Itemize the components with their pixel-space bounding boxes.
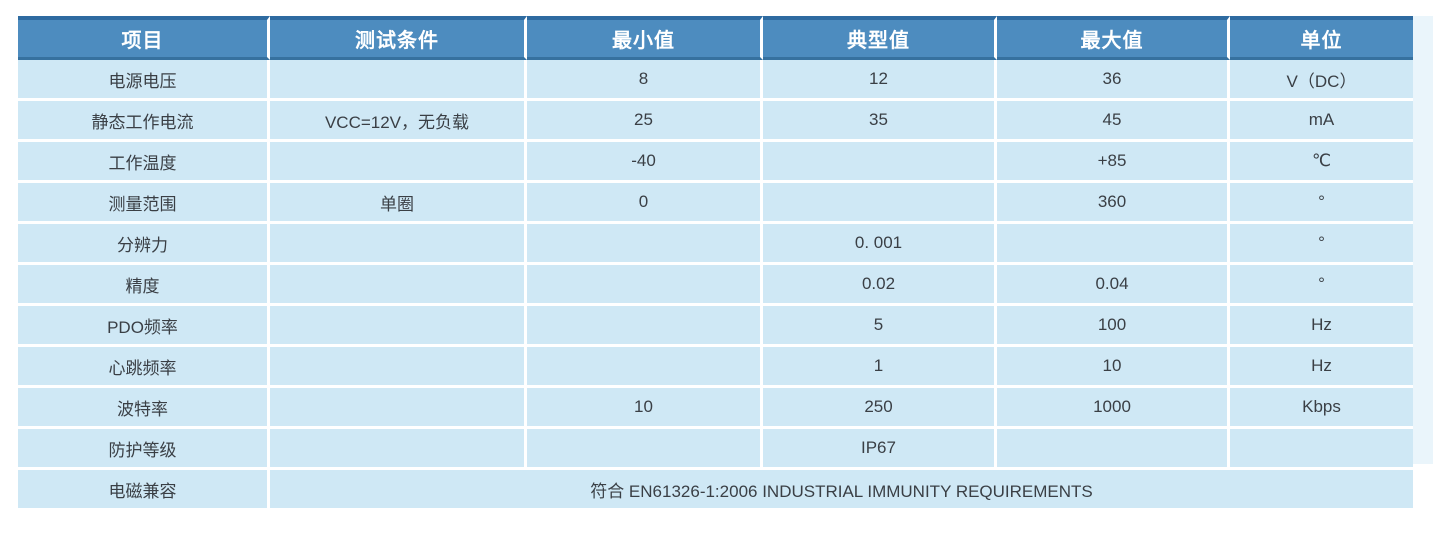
cell-item: 防护等级 (18, 429, 270, 470)
cell-max: +85 (997, 142, 1230, 183)
page-edge-shading (1412, 16, 1433, 464)
cell-typ: 12 (763, 60, 997, 101)
cell-typ: 0. 001 (763, 224, 997, 265)
table-row: 心跳频率 1 10 Hz (18, 347, 1413, 388)
cell-item: 静态工作电流 (18, 101, 270, 142)
cell-min (527, 265, 763, 306)
column-header-typ: 典型值 (763, 16, 997, 60)
cell-unit: V（DC） (1230, 60, 1413, 101)
cell-unit: ℃ (1230, 142, 1413, 183)
cell-typ: 5 (763, 306, 997, 347)
cell-max (997, 429, 1230, 470)
cell-max: 0.04 (997, 265, 1230, 306)
cell-condition (270, 429, 527, 470)
cell-max: 10 (997, 347, 1230, 388)
table-row: 静态工作电流 VCC=12V，无负载 25 35 45 mA (18, 101, 1413, 142)
column-header-unit: 单位 (1230, 16, 1413, 60)
cell-unit: Hz (1230, 306, 1413, 347)
cell-item: 测量范围 (18, 183, 270, 224)
cell-unit: Kbps (1230, 388, 1413, 429)
cell-typ: 250 (763, 388, 997, 429)
cell-min: 8 (527, 60, 763, 101)
cell-condition (270, 265, 527, 306)
cell-max: 36 (997, 60, 1230, 101)
cell-min: 10 (527, 388, 763, 429)
table-row: 工作温度 -40 +85 ℃ (18, 142, 1413, 183)
cell-typ: 35 (763, 101, 997, 142)
cell-item: 电源电压 (18, 60, 270, 101)
cell-typ: 0.02 (763, 265, 997, 306)
cell-item: 波特率 (18, 388, 270, 429)
cell-item: 电磁兼容 (18, 470, 270, 508)
table-row: 分辨力 0. 001 ° (18, 224, 1413, 265)
cell-condition (270, 60, 527, 101)
cell-unit: ° (1230, 224, 1413, 265)
cell-typ (763, 142, 997, 183)
cell-max: 100 (997, 306, 1230, 347)
cell-min: -40 (527, 142, 763, 183)
column-header-max: 最大值 (997, 16, 1230, 60)
header-row: 项目 测试条件 最小值 典型值 最大值 单位 (18, 16, 1413, 60)
cell-item: 精度 (18, 265, 270, 306)
column-header-item: 项目 (18, 16, 270, 60)
cell-unit: ° (1230, 183, 1413, 224)
table-row: 防护等级 IP67 (18, 429, 1413, 470)
cell-condition: 单圈 (270, 183, 527, 224)
table-row-emc: 电磁兼容 符合 EN61326-1:2006 INDUSTRIAL IMMUNI… (18, 470, 1413, 508)
cell-max: 45 (997, 101, 1230, 142)
cell-max: 1000 (997, 388, 1230, 429)
cell-max: 360 (997, 183, 1230, 224)
cell-min: 0 (527, 183, 763, 224)
cell-unit: ° (1230, 265, 1413, 306)
cell-condition: VCC=12V，无负载 (270, 101, 527, 142)
column-header-condition: 测试条件 (270, 16, 527, 60)
cell-condition (270, 347, 527, 388)
cell-condition (270, 388, 527, 429)
cell-min (527, 306, 763, 347)
cell-unit (1230, 429, 1413, 470)
table-row: 精度 0.02 0.04 ° (18, 265, 1413, 306)
cell-condition (270, 224, 527, 265)
cell-item: 分辨力 (18, 224, 270, 265)
table-row: PDO频率 5 100 Hz (18, 306, 1413, 347)
cell-typ: 1 (763, 347, 997, 388)
cell-min (527, 429, 763, 470)
cell-emc-merged: 符合 EN61326-1:2006 INDUSTRIAL IMMUNITY RE… (270, 470, 1413, 508)
cell-typ: IP67 (763, 429, 997, 470)
cell-unit: mA (1230, 101, 1413, 142)
table-row: 电源电压 8 12 36 V（DC） (18, 60, 1413, 101)
column-header-min: 最小值 (527, 16, 763, 60)
cell-item: PDO频率 (18, 306, 270, 347)
cell-min (527, 347, 763, 388)
cell-condition (270, 306, 527, 347)
cell-item: 工作温度 (18, 142, 270, 183)
cell-condition (270, 142, 527, 183)
table-row: 测量范围 单圈 0 360 ° (18, 183, 1413, 224)
cell-unit: Hz (1230, 347, 1413, 388)
cell-max (997, 224, 1230, 265)
spec-table: 项目 测试条件 最小值 典型值 最大值 单位 电源电压 8 12 36 V（DC… (18, 16, 1413, 508)
cell-item: 心跳频率 (18, 347, 270, 388)
cell-min: 25 (527, 101, 763, 142)
table-row: 波特率 10 250 1000 Kbps (18, 388, 1413, 429)
cell-typ (763, 183, 997, 224)
cell-min (527, 224, 763, 265)
